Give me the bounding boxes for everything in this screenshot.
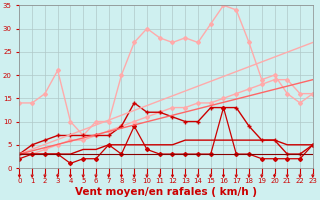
X-axis label: Vent moyen/en rafales ( km/h ): Vent moyen/en rafales ( km/h ) — [75, 187, 257, 197]
